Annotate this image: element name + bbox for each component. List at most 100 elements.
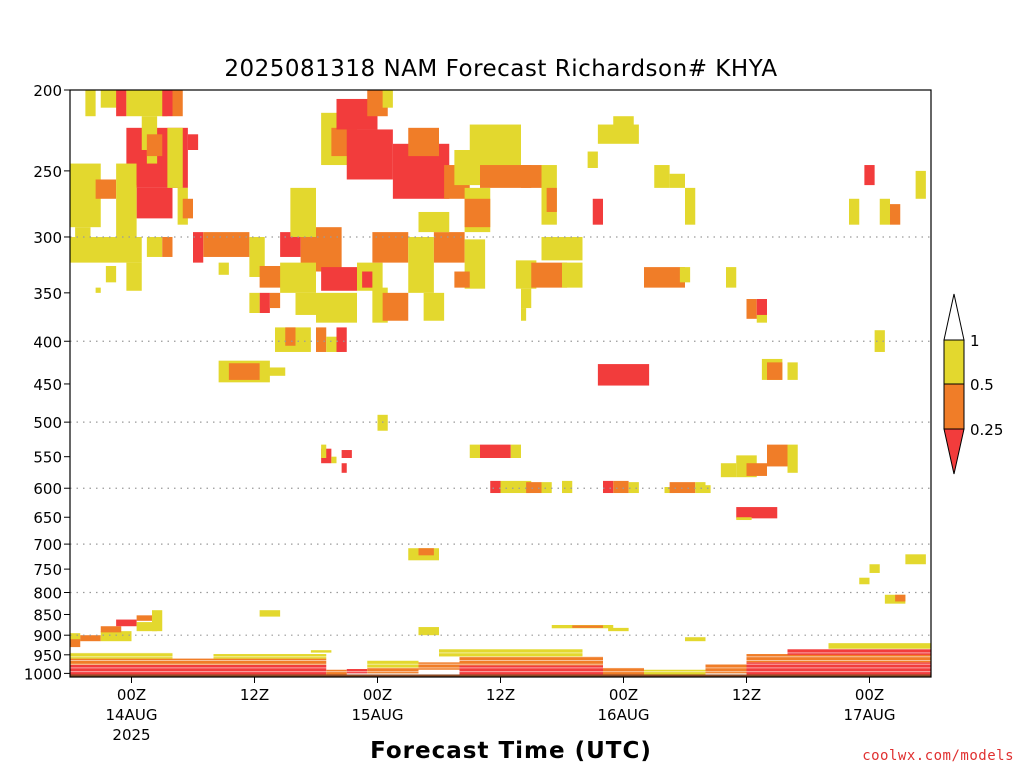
xtick-label: 12Z — [240, 686, 269, 704]
ri-cell-0.5-1 — [869, 564, 880, 573]
ri-cell-0.5-1 — [541, 482, 552, 494]
ytick-label-950: 950 — [33, 647, 62, 665]
ri-cell-lt-0.25 — [321, 267, 357, 291]
ri-cell-0.25-0.5 — [464, 198, 491, 228]
ri-cell-lt-0.25 — [162, 90, 173, 117]
ri-cell-0.5-1 — [859, 577, 870, 585]
ri-cell-0.5-1 — [249, 292, 260, 313]
ytick-label-250: 250 — [33, 163, 62, 181]
ri-cell-0.5-1 — [587, 151, 598, 168]
xtick-label: 00Z — [363, 686, 392, 704]
ri-cell-lt-0.25 — [597, 364, 650, 386]
ri-cell-0.25-0.5 — [70, 639, 81, 648]
ri-cell-0.5-1 — [541, 236, 583, 261]
pressure-gridlines — [70, 236, 931, 636]
ri-cell-0.5-1 — [849, 198, 860, 225]
ri-cell-0.25-0.5 — [767, 362, 783, 380]
ri-cell-0.5-1 — [146, 236, 163, 257]
ytick-label-600: 600 — [33, 480, 62, 498]
ri-cell-lt-0.25 — [116, 619, 137, 627]
ri-cell-0.5-1 — [521, 308, 527, 321]
ri-cell-0.5-1 — [70, 633, 81, 642]
ri-cell-0.5-1 — [726, 267, 737, 288]
ri-cell-0.25-0.5 — [408, 127, 439, 157]
ri-cell-0.25-0.5 — [890, 204, 901, 225]
surface-ri-cell-0.5-1 — [70, 652, 173, 659]
ri-cell-0.25-0.5 — [269, 292, 281, 309]
ri-cell-0.5-1 — [562, 480, 573, 494]
xtick-label: 00Z — [855, 686, 884, 704]
ri-cell-0.5-1 — [136, 622, 158, 632]
ri-cell-0.5-1 — [316, 292, 357, 323]
ytick-label-750: 750 — [33, 561, 62, 579]
ri-cell-0.5-1 — [679, 267, 691, 283]
ri-cell-0.5-1 — [310, 650, 332, 653]
ytick-label-700: 700 — [33, 536, 62, 554]
ytick-label-850: 850 — [33, 606, 62, 624]
ri-cell-lt-0.25 — [736, 507, 778, 519]
colorbar-label-1: 1 — [970, 332, 980, 350]
chart-title: 2025081318 NAM Forecast Richardson# KHYA — [224, 56, 777, 82]
colorbar-bin-orange — [943, 383, 965, 430]
ri-cell-0.5-1 — [408, 236, 434, 293]
ri-cell-0.25-0.5 — [644, 267, 685, 288]
surface-layer-cells — [70, 643, 931, 675]
ri-cell-0.5-1 — [167, 127, 183, 188]
ri-cell-0.25-0.5 — [95, 179, 117, 199]
ri-cell-0.5-1 — [70, 236, 142, 263]
ri-cell-0.25-0.5 — [613, 480, 629, 494]
ri-cell-0.25-0.5 — [531, 262, 568, 288]
ri-cell-0.5-1 — [756, 314, 767, 323]
ri-cell-0.5-1 — [521, 288, 532, 309]
xtick-date: 17AUG — [844, 706, 896, 724]
ri-cell-0.5-1 — [879, 198, 890, 225]
ri-cell-0.5-1 — [905, 554, 926, 565]
xtick-date: 15AUG — [352, 706, 404, 724]
ri-cell-0.5-1 — [685, 187, 696, 225]
ri-cell-0.25-0.5 — [895, 594, 906, 602]
ri-cell-0.5-1 — [500, 480, 532, 494]
ground-bar — [70, 674, 931, 677]
ri-cell-lt-0.25 — [603, 480, 614, 494]
ri-cell-0.25-0.5 — [433, 232, 465, 263]
colorbar-label-0.25: 0.25 — [970, 421, 1003, 439]
x-axis-label: Forecast Time (UTC) — [370, 738, 652, 764]
ri-cell-0.5-1 — [105, 265, 117, 283]
ri-cell-0.25-0.5 — [480, 165, 532, 188]
surface-ri-cell-0.25-0.5 — [418, 662, 460, 670]
ytick-label-450: 450 — [33, 376, 62, 394]
ri-cell-lt-0.25 — [490, 480, 501, 494]
ri-cell-0.25-0.5 — [526, 482, 542, 494]
ri-cell-0.5-1 — [787, 362, 798, 380]
ri-cell-lt-0.25 — [362, 271, 373, 288]
ri-cell-lt-0.25 — [116, 90, 127, 117]
ri-cell-0.25-0.5 — [521, 165, 542, 188]
ri-cell-0.25-0.5 — [746, 463, 767, 476]
ri-cell-0.25-0.5 — [285, 327, 296, 346]
ri-cell-0.5-1 — [264, 367, 286, 376]
ri-cell-0.5-1 — [321, 444, 327, 459]
ri-cell-0.25-0.5 — [746, 299, 757, 319]
ri-cell-0.25-0.5 — [146, 134, 163, 157]
x-axis-ticks: 00Z 14AUG 2025 12Z 00Z 15AUG 12Z 00Z 16AUG 12Z 00Z… — [106, 677, 896, 744]
ri-cell-0.5-1 — [295, 292, 316, 315]
ri-cell-lt-0.25 — [341, 450, 352, 459]
credit-link[interactable]: coolwx.com/models — [862, 748, 1014, 764]
ri-cell-0.25-0.5 — [100, 626, 122, 633]
ri-cell-0.25-0.5 — [182, 198, 193, 219]
surface-ri-cell-lt-0.25 — [459, 665, 603, 675]
xtick-year: 2025 — [112, 726, 150, 744]
ri-cell-0.5-1 — [218, 262, 229, 275]
surface-ri-cell-0.25-0.5 — [459, 656, 603, 666]
ri-cell-lt-0.25 — [592, 198, 603, 225]
ri-cell-0.5-1 — [510, 444, 521, 459]
ri-cell-lt-0.25 — [756, 299, 767, 319]
ri-cell-lt-0.25 — [259, 292, 270, 313]
ri-cell-0.5-1 — [418, 627, 439, 636]
ytick-label-1000: 1000 — [24, 665, 62, 683]
ri-cell-0.5-1 — [290, 187, 316, 237]
ri-cell-0.5-1 — [597, 124, 639, 144]
ri-cell-lt-0.25 — [341, 463, 347, 473]
ri-cell-0.5-1 — [100, 631, 132, 642]
